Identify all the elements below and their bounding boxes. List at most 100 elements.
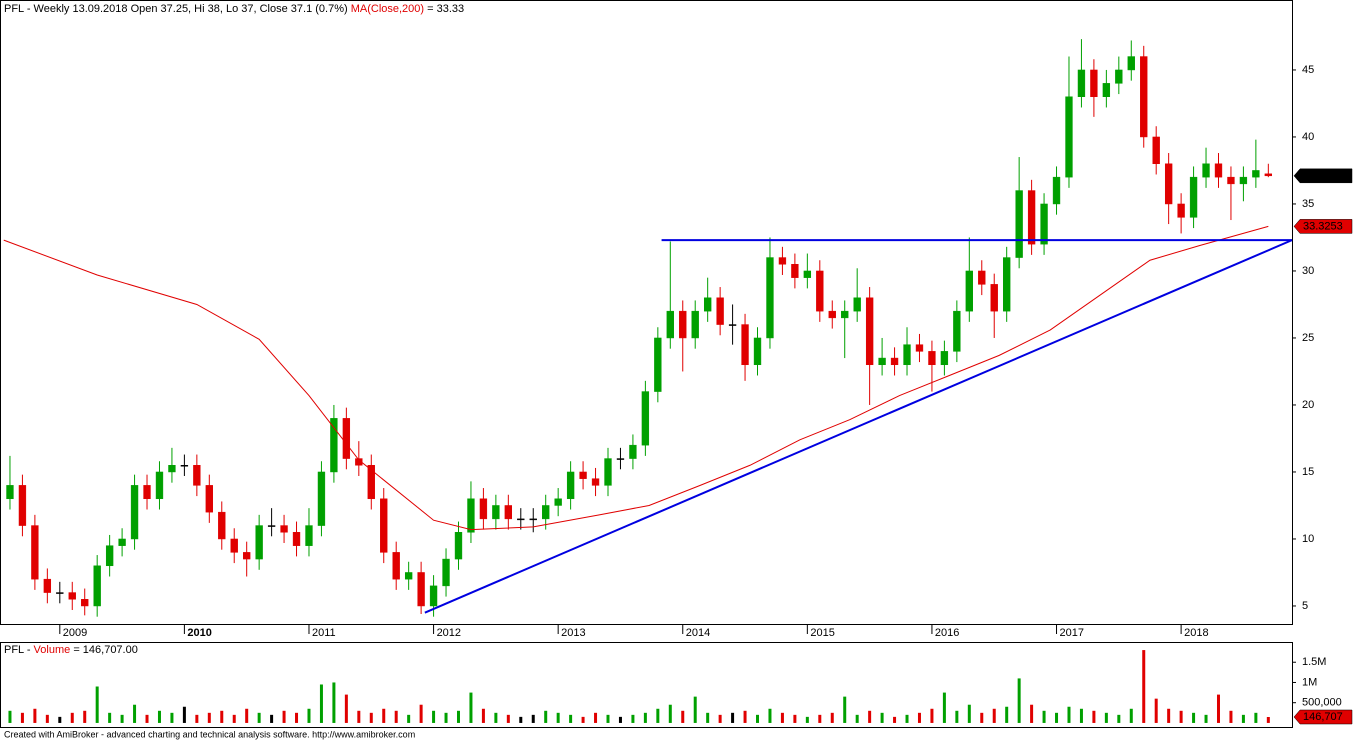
volume-bar bbox=[456, 710, 460, 723]
candle-body bbox=[679, 310, 687, 339]
candle-body bbox=[143, 485, 151, 500]
candle-body bbox=[641, 391, 650, 446]
volume-bar bbox=[432, 710, 436, 723]
candle-body bbox=[816, 270, 824, 312]
candle-body bbox=[542, 505, 550, 520]
y-tick-label: 20 bbox=[1302, 399, 1314, 411]
candle-body bbox=[591, 478, 600, 486]
volume-bar bbox=[594, 712, 598, 723]
volume-bar bbox=[133, 704, 137, 723]
volume-bar bbox=[531, 714, 535, 723]
candle-body bbox=[305, 525, 313, 546]
volume-bar bbox=[930, 708, 934, 723]
candle-body bbox=[841, 310, 849, 319]
volume-bar bbox=[332, 682, 336, 723]
close-marker: 37.1 bbox=[1303, 170, 1324, 182]
candle-body bbox=[691, 310, 699, 339]
volume-y-tick-label: 1.5M bbox=[1302, 656, 1326, 668]
candle-body bbox=[1115, 69, 1123, 84]
candle-body bbox=[1152, 136, 1160, 165]
candle-body bbox=[1164, 163, 1173, 205]
volume-bar bbox=[357, 710, 361, 723]
volume-bar bbox=[1229, 710, 1233, 723]
candle-body bbox=[716, 297, 724, 325]
x-tick-label: 2014 bbox=[686, 627, 710, 639]
candle-body bbox=[865, 297, 874, 366]
volume-bar bbox=[394, 710, 398, 723]
volume-bar bbox=[70, 712, 74, 723]
candle-body bbox=[1227, 176, 1235, 185]
volume-bar bbox=[1216, 694, 1220, 723]
candle-body bbox=[292, 532, 301, 546]
candle-body bbox=[367, 465, 375, 500]
volume-bar bbox=[880, 712, 884, 723]
volume-bar bbox=[1067, 706, 1071, 723]
volume-bar bbox=[917, 712, 921, 723]
candle-body bbox=[703, 297, 712, 312]
candle-body bbox=[417, 572, 425, 607]
volume-bar bbox=[1042, 710, 1046, 723]
candle-body bbox=[1127, 56, 1135, 71]
candle-body bbox=[43, 578, 52, 593]
volume-bar bbox=[868, 710, 872, 723]
volume-bar bbox=[182, 706, 186, 723]
volume-bar bbox=[270, 714, 274, 723]
candle-body bbox=[93, 565, 101, 607]
candle-body bbox=[18, 485, 27, 526]
candle-body bbox=[479, 498, 488, 520]
volume-bar bbox=[905, 714, 909, 723]
volume-bar bbox=[955, 710, 959, 723]
volume-bar bbox=[1079, 708, 1083, 723]
candle-body bbox=[1177, 203, 1185, 218]
title-main: PFL - Weekly 13.09.2018 Open 37.25, Hi 3… bbox=[4, 3, 348, 15]
candle-body bbox=[68, 592, 76, 600]
volume-bar bbox=[980, 712, 984, 723]
candle-body bbox=[853, 297, 861, 312]
volume-bar bbox=[8, 710, 12, 723]
candle-body bbox=[990, 284, 998, 312]
candle-body bbox=[380, 498, 388, 553]
candle-body bbox=[753, 337, 762, 366]
close-marker-box bbox=[1293, 168, 1353, 184]
candle-body bbox=[903, 344, 911, 366]
y-tick-label: 25 bbox=[1302, 332, 1314, 344]
volume-bar bbox=[681, 710, 685, 723]
volume-bar bbox=[1117, 714, 1121, 723]
candle-body bbox=[1015, 190, 1023, 258]
y-tick-label: 5 bbox=[1302, 600, 1308, 612]
candle-body bbox=[317, 471, 326, 526]
volume-bar bbox=[120, 714, 124, 723]
volume-prefix: PFL - bbox=[4, 644, 34, 656]
volume-bar bbox=[232, 714, 236, 723]
volume-bar bbox=[731, 712, 735, 723]
candle-body bbox=[442, 558, 450, 587]
candle-body bbox=[180, 465, 189, 467]
volume-bar bbox=[618, 716, 622, 723]
chart-title: PFL - Weekly 13.09.2018 Open 37.25, Hi 3… bbox=[4, 3, 464, 15]
volume-bar bbox=[295, 712, 299, 723]
price-layer bbox=[3, 39, 1293, 617]
candle-body bbox=[230, 538, 238, 553]
volume-bar bbox=[20, 712, 24, 723]
x-tick-label: 2016 bbox=[935, 627, 959, 639]
volume-bar bbox=[756, 714, 760, 723]
volume-marker: 146,707 bbox=[1303, 711, 1343, 723]
y-tick-label: 35 bbox=[1302, 198, 1314, 210]
volume-bar bbox=[668, 704, 672, 723]
y-tick-label: 15 bbox=[1302, 466, 1314, 478]
x-tick-label: 2009 bbox=[63, 627, 87, 639]
candle-body bbox=[155, 471, 164, 500]
volume-bar bbox=[693, 696, 697, 723]
volume-bar bbox=[58, 716, 62, 723]
candle-body bbox=[205, 485, 213, 513]
volume-bar bbox=[1055, 712, 1059, 723]
candle-body bbox=[1189, 176, 1198, 218]
volume-bar bbox=[245, 708, 249, 723]
candle-body bbox=[1239, 176, 1248, 185]
volume-bar bbox=[108, 712, 112, 723]
ma-marker-box bbox=[1293, 219, 1353, 234]
volume-bar bbox=[45, 714, 49, 723]
candle-body bbox=[404, 572, 413, 580]
volume-bar bbox=[569, 714, 573, 723]
candle-body bbox=[1090, 69, 1098, 98]
